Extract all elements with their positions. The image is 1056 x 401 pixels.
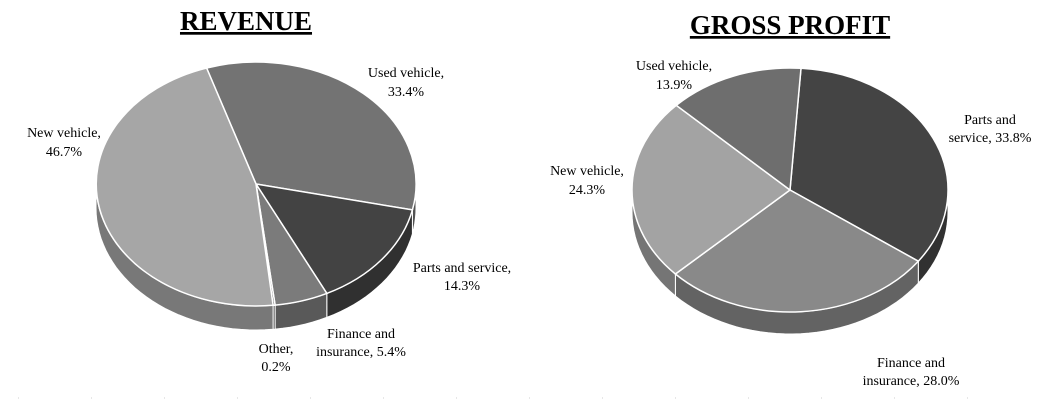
- label-used-vehicle-value: 33.4%: [388, 85, 425, 100]
- label-gp-used-vehicle-name: Used vehicle,: [636, 59, 712, 74]
- label-finance-name: Finance and: [327, 327, 395, 342]
- label-gp-parts-service-name: Parts and: [964, 113, 1016, 128]
- pie-slice-used-vehicle: [205, 61, 417, 211]
- revenue-chart-title: REVENUE: [180, 6, 312, 36]
- label-parts-service-value: 14.3%: [444, 279, 481, 294]
- label-gp-parts-service-name2: service, 33.8%: [949, 131, 1032, 146]
- pie-slice-parts-and: [789, 67, 949, 263]
- pie-slice-parts-and-service: [254, 182, 414, 295]
- label-finance-name2: insurance, 5.4%: [316, 345, 406, 360]
- gross-profit-chart-title: GROSS PROFIT: [690, 10, 890, 40]
- pie-slice-used-vehicle: [675, 67, 802, 192]
- pie-slice-new-vehicle: [631, 104, 792, 275]
- pie-slice-finance-and: [674, 189, 920, 313]
- label-gp-finance-name2: insurance, 28.0%: [863, 374, 960, 389]
- label-other-name: Other,: [259, 342, 294, 357]
- label-used-vehicle-name: Used vehicle,: [368, 66, 444, 81]
- label-new-vehicle-value: 46.7%: [46, 145, 83, 160]
- label-parts-service-name: Parts and service,: [413, 261, 511, 276]
- gross-profit-pie: [631, 67, 949, 335]
- label-other-value: 0.2%: [261, 360, 291, 375]
- label-new-vehicle-name: New vehicle,: [27, 126, 101, 141]
- label-gp-new-vehicle-name: New vehicle,: [550, 164, 624, 179]
- label-gp-used-vehicle-value: 13.9%: [656, 78, 693, 93]
- revenue-pie: [95, 61, 417, 331]
- label-gp-finance-name: Finance and: [877, 356, 945, 371]
- label-gp-new-vehicle-value: 24.3%: [569, 183, 606, 198]
- pie-slice-new-vehicle: [95, 67, 274, 307]
